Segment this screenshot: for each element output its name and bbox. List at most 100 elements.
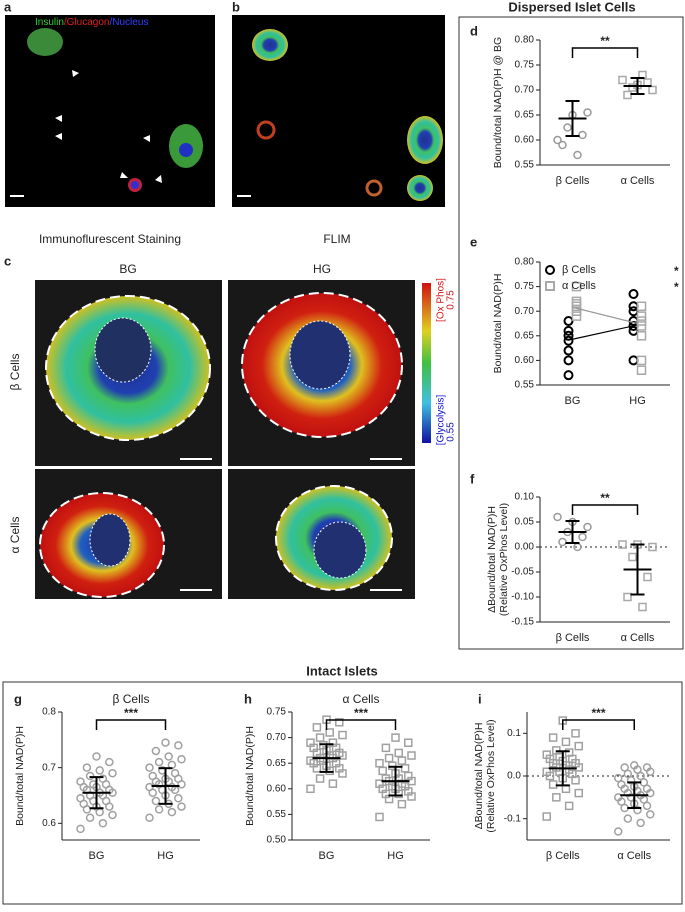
data-point (563, 355, 574, 366)
data-point (623, 769, 633, 779)
column-label: HG (313, 262, 331, 276)
x-tick-label: β Cells (546, 850, 580, 862)
data-point (618, 75, 627, 85)
mean-line (572, 324, 638, 340)
data-point (553, 512, 562, 522)
scale-bar (180, 589, 212, 591)
data-point (76, 794, 85, 803)
panel-label: e (470, 234, 477, 249)
data-point (553, 135, 562, 145)
data-point (397, 799, 407, 809)
scale-bar (370, 589, 402, 591)
mean-line (572, 306, 638, 325)
legend-label: β Cells (562, 264, 596, 276)
data-point (164, 752, 173, 761)
cell (256, 120, 276, 140)
data-point (98, 774, 108, 784)
column-label: BG (119, 262, 136, 276)
y-tick-label: 0.80 (515, 35, 535, 46)
data-point (306, 738, 315, 747)
data-point (325, 728, 334, 737)
x-tick-label: β Cells (556, 632, 590, 644)
data-point (92, 752, 101, 761)
data-point (628, 552, 637, 562)
y-tick-label: 0.0 (507, 771, 521, 782)
nucleus (179, 143, 193, 157)
x-tick-label: BG (89, 850, 105, 862)
data-point (542, 750, 551, 759)
nucleus (89, 513, 131, 567)
data-point (306, 784, 315, 794)
data-point (174, 741, 183, 750)
data-point (76, 777, 85, 786)
colorbar-min: 0.55 (446, 422, 457, 442)
panel-label: f (470, 471, 475, 486)
data-point (85, 813, 95, 822)
x-tick-label: α Cells (621, 175, 655, 187)
y-tick-label: 0.50 (267, 835, 287, 846)
y-axis-label: Bound/total NAD(P)H (14, 726, 26, 826)
data-point (548, 780, 558, 789)
significance: *** (354, 706, 368, 720)
x-tick-label: HG (629, 395, 646, 407)
panel-label: i (478, 691, 482, 706)
data-point (375, 812, 384, 822)
data-point (578, 130, 587, 140)
row-label: α Cells (8, 517, 22, 554)
data-point (623, 90, 632, 100)
data-point (95, 766, 104, 775)
data-point (154, 805, 164, 814)
significance-bracket (325, 719, 397, 730)
data-point (614, 773, 623, 783)
data-point (646, 810, 655, 819)
caption: Immunoflurescent Staining (39, 232, 181, 246)
y-tick-label: -0.15 (511, 617, 534, 628)
data-point (378, 766, 387, 776)
panel-label: c (4, 253, 11, 268)
panel-label: h (244, 691, 252, 706)
data-point (85, 771, 95, 781)
data-point (583, 108, 592, 117)
data-point (148, 771, 157, 781)
significance: *** (124, 706, 138, 720)
data-point (328, 738, 338, 747)
data-point (636, 331, 647, 341)
x-tick-label: HG (387, 850, 404, 862)
data-point (561, 737, 571, 747)
x-tick-label: α Cells (617, 850, 651, 862)
data-point (174, 794, 183, 803)
data-point (633, 805, 642, 815)
data-point (636, 316, 647, 326)
scale-bar (10, 195, 24, 197)
data-point (558, 140, 567, 150)
data-point (648, 85, 657, 95)
data-point (617, 780, 626, 789)
data-point (391, 733, 400, 742)
y-tick-label: 0.10 (515, 492, 535, 503)
data-point (614, 827, 623, 836)
data-point (564, 801, 574, 811)
cell (407, 175, 433, 201)
data-point (177, 802, 186, 811)
y-tick-label: 0.00 (515, 542, 535, 553)
data-point (636, 301, 647, 312)
data-point (583, 522, 592, 532)
stain-label: Insulin/Glucagon/Nucleus (35, 17, 148, 28)
y-tick-label: 0.80 (515, 257, 535, 268)
data-point (642, 763, 652, 772)
data-point (375, 758, 384, 768)
data-point (628, 325, 639, 336)
data-point (151, 796, 161, 806)
data-point (82, 763, 92, 772)
data-point (628, 288, 639, 299)
significance-bracket (95, 719, 167, 730)
row-label: β Cells (8, 354, 22, 391)
panel-label: d (470, 23, 478, 38)
y-tick-label: 0.55 (515, 160, 535, 171)
y-tick-label: 0.65 (515, 110, 535, 121)
data-point (306, 756, 315, 765)
y-tick-label: 0.7 (42, 762, 56, 773)
y-tick-label: 0.65 (515, 330, 535, 341)
data-point (145, 763, 154, 772)
data-point (558, 537, 567, 547)
